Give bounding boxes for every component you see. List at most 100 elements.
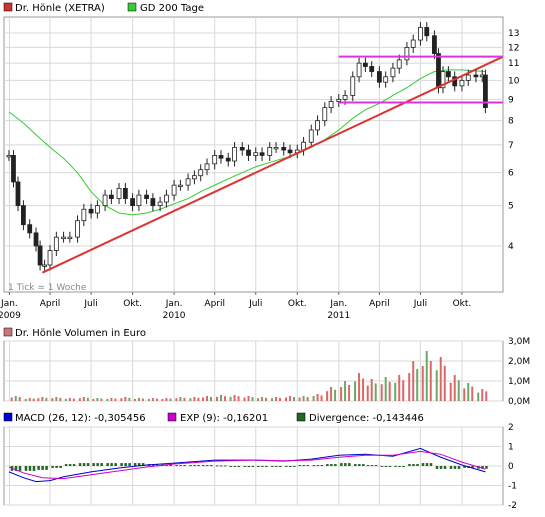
y-tick-label: 0: [508, 462, 514, 472]
legend-label-exp: EXP (9): -0,16201: [180, 413, 268, 424]
price-candle: [410, 39, 416, 48]
volume-bar: [374, 383, 377, 401]
volume-bar: [279, 397, 282, 401]
price-candle: [390, 67, 396, 78]
volume-bar: [243, 397, 246, 401]
volume-bar: [206, 396, 209, 401]
volume-bar: [59, 397, 62, 401]
y-tick-label: 4: [508, 242, 514, 252]
volume-bar: [151, 398, 154, 401]
price-candle: [198, 169, 204, 177]
price-candle: [185, 178, 191, 186]
divergence-bar: [64, 464, 68, 466]
price-candle: [436, 53, 441, 89]
divergence-bar: [457, 466, 461, 469]
divergence-bar: [271, 466, 274, 467]
divergence-bar: [463, 466, 466, 468]
y-tick-label: 10: [508, 76, 520, 86]
volume-bar: [224, 396, 227, 401]
y-tick-label: 2,0M: [508, 357, 530, 367]
volume-bar: [133, 398, 136, 401]
volume-bar: [114, 398, 117, 401]
volume-bar: [425, 351, 428, 401]
divergence-bar: [421, 463, 425, 466]
x-tick-label: Okt.: [288, 299, 307, 309]
volume-bar: [51, 398, 54, 401]
price-candle: [396, 59, 402, 69]
volume-bar: [330, 387, 333, 401]
volume-bar: [457, 380, 460, 401]
legend-swatch-volume: [3, 327, 13, 337]
price-candle: [369, 66, 375, 72]
volume-bar: [147, 398, 150, 401]
price-candle: [212, 155, 218, 165]
volume-bar: [247, 396, 250, 401]
volume-bar: [92, 398, 95, 401]
price-candle: [459, 79, 465, 87]
y-tick-label: 8: [508, 117, 514, 127]
volume-bar: [45, 397, 48, 401]
divergence-bar: [471, 466, 474, 468]
divergence-bar: [247, 466, 251, 467]
divergence-bar: [124, 463, 127, 466]
divergence-bar: [388, 466, 392, 467]
price-candle: [404, 47, 410, 61]
volume-bar: [128, 397, 131, 401]
divergence-bar: [354, 464, 357, 466]
volume-bar: [161, 398, 164, 401]
divergence-bar: [224, 465, 227, 467]
divergence-bar: [251, 466, 255, 467]
divergence-bar: [344, 463, 347, 466]
divergence-bar: [96, 463, 99, 466]
divergence-bar: [72, 464, 76, 466]
price-candle: [53, 236, 59, 251]
price-candle: [483, 74, 488, 109]
price-candle: [157, 201, 163, 207]
price-candle: [144, 194, 149, 199]
divergence-bar: [68, 464, 72, 466]
price-candle: [424, 27, 430, 37]
volume-bar: [110, 398, 113, 401]
uptrend-line: [41, 55, 504, 274]
x-tick-label: Jan.: [165, 299, 183, 309]
divergence-bar: [206, 465, 209, 467]
legend-swatch-macd: [3, 412, 13, 422]
price-candle: [350, 76, 356, 96]
volume-bar: [443, 365, 446, 401]
volume-bar: [220, 395, 223, 401]
volume-bar: [82, 397, 85, 401]
price-candle: [21, 205, 26, 226]
price-candle: [122, 187, 128, 199]
volume-bar: [298, 397, 301, 401]
volume-bar: [120, 398, 123, 401]
exp-signal-line: [8, 450, 486, 480]
x-tick-label: April: [369, 299, 390, 309]
volume-bar: [10, 397, 13, 401]
volume-bar: [320, 395, 323, 401]
divergence-bar: [51, 466, 54, 468]
price-candle: [315, 120, 320, 131]
divergence-bar: [416, 464, 419, 466]
volume-bar: [106, 398, 109, 401]
volume-bar: [165, 398, 168, 401]
y-tick-label: 9: [508, 95, 514, 105]
volume-bar: [388, 381, 391, 401]
price-candle: [253, 152, 259, 156]
price-candle: [42, 264, 48, 267]
divergence-bar: [78, 463, 82, 466]
price-candle: [67, 236, 73, 240]
divergence-bar: [334, 464, 337, 466]
divergence-bar: [193, 465, 196, 467]
price-candle: [33, 232, 39, 247]
volume-bar: [463, 388, 466, 401]
volume-bar: [316, 394, 319, 401]
legend-swatch-price: [3, 2, 13, 12]
volume-bar: [384, 377, 387, 401]
legend-swatch-exp: [167, 412, 177, 422]
price-candle: [267, 147, 273, 156]
volume-bar: [366, 385, 369, 401]
volume-bar: [302, 396, 305, 401]
x-tick-year-label: 2009: [0, 311, 21, 321]
volume-bar: [41, 397, 44, 401]
divergence-bar: [398, 466, 401, 467]
